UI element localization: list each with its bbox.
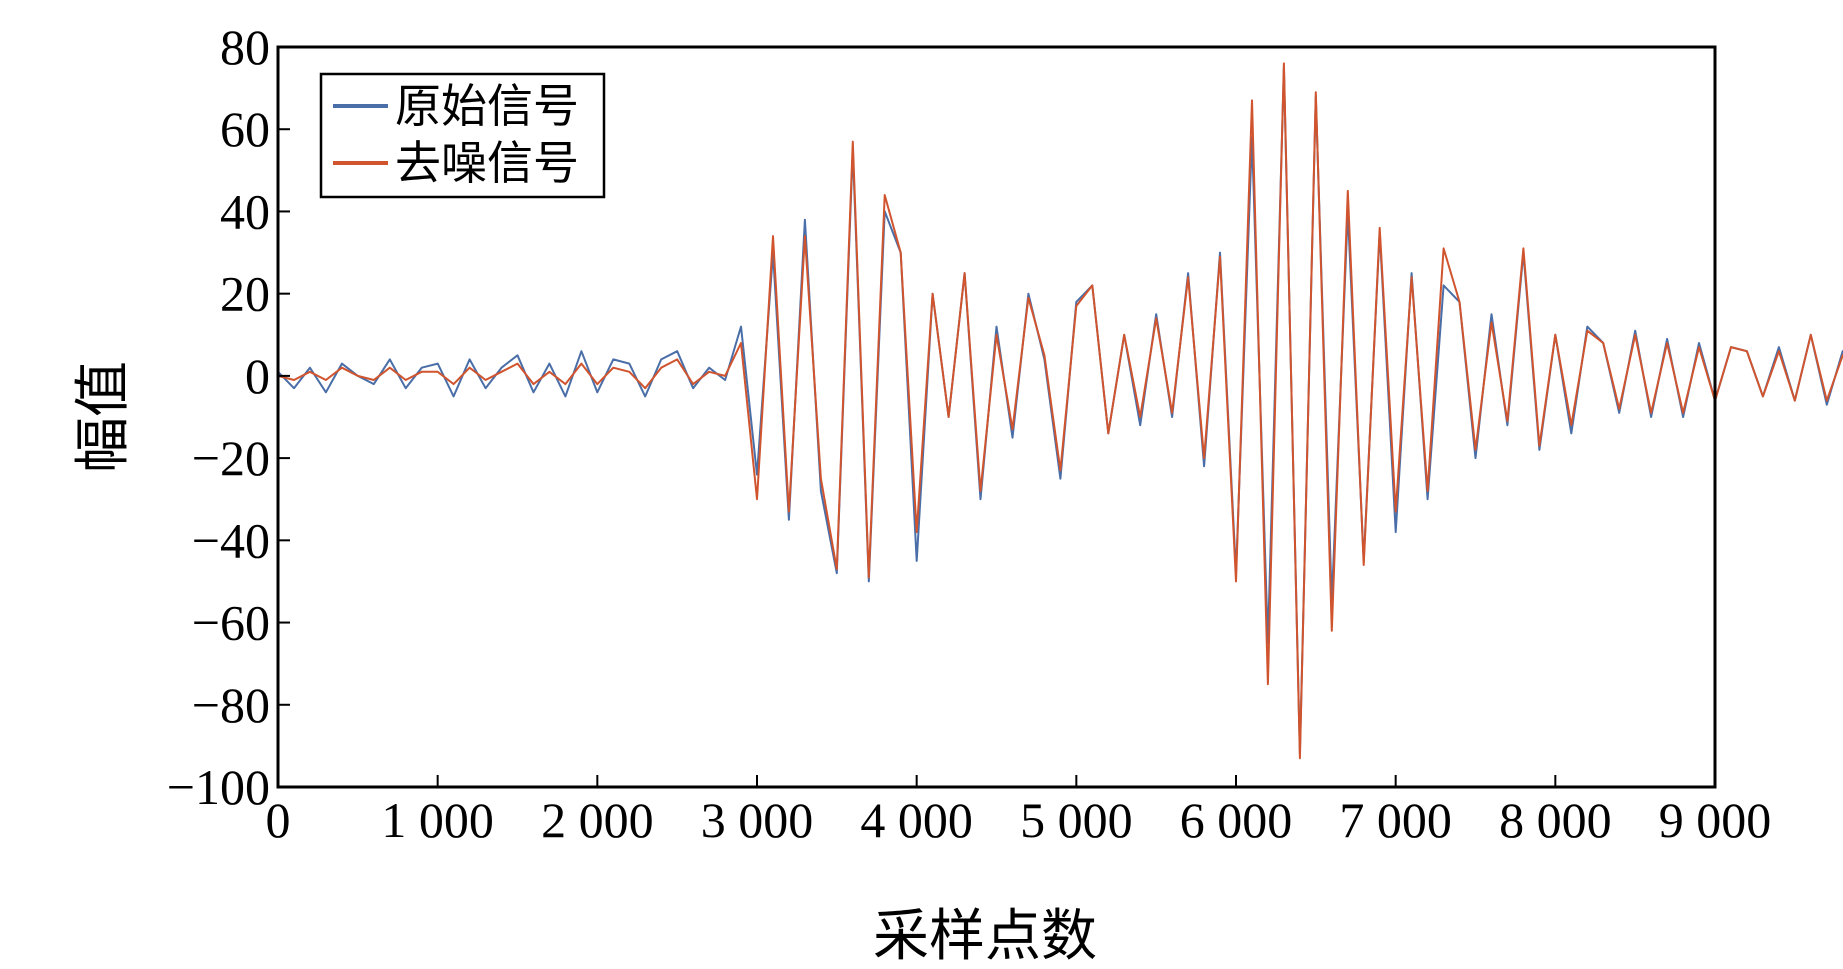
legend-label-original: 原始信号 bbox=[395, 79, 579, 133]
x-tick-label: 7 000 bbox=[1339, 792, 1452, 848]
y-tick-label: 0 bbox=[245, 348, 270, 404]
series-layer bbox=[277, 62, 1843, 760]
y-tick-label: 40 bbox=[220, 183, 270, 239]
x-ticks: 0 1 000 2 000 3 000 4 000 5 000 6 000 7 000 8 00… bbox=[266, 775, 1772, 848]
y-tick-label: −60 bbox=[192, 595, 270, 651]
y-tick-label: −40 bbox=[192, 512, 270, 568]
x-tick-label: 0 bbox=[266, 792, 291, 848]
legend-label-denoised: 去噪信号 bbox=[395, 136, 579, 190]
x-tick-label: 4 000 bbox=[860, 792, 973, 848]
y-tick-label: 20 bbox=[220, 266, 270, 322]
y-axis-title: 幅值 bbox=[71, 361, 136, 473]
x-tick-label: 8 000 bbox=[1499, 792, 1612, 848]
y-tick-label: −100 bbox=[167, 759, 270, 815]
x-tick-label: 9 000 bbox=[1659, 792, 1772, 848]
series-line-denoised bbox=[277, 62, 1843, 760]
legend: 原始信号 去噪信号 bbox=[319, 72, 606, 199]
x-tick-label: 5 000 bbox=[1020, 792, 1133, 848]
y-tick-label: 60 bbox=[220, 101, 270, 157]
y-tick-label: −20 bbox=[192, 430, 270, 486]
x-tick-label: 2 000 bbox=[541, 792, 654, 848]
plot-frame bbox=[276, 45, 1717, 789]
y-tick-label: 80 bbox=[220, 19, 270, 75]
y-ticks: 80 60 40 20 0 −20 −40 −60 −80 −100 bbox=[167, 19, 290, 815]
x-axis-title: 采样点数 bbox=[873, 904, 1097, 969]
y-tick-label: −80 bbox=[192, 677, 270, 733]
legend-box bbox=[319, 72, 606, 199]
x-tick-label: 3 000 bbox=[701, 792, 814, 848]
x-tick-label: 6 000 bbox=[1180, 792, 1293, 848]
x-tick-label: 1 000 bbox=[381, 792, 494, 848]
